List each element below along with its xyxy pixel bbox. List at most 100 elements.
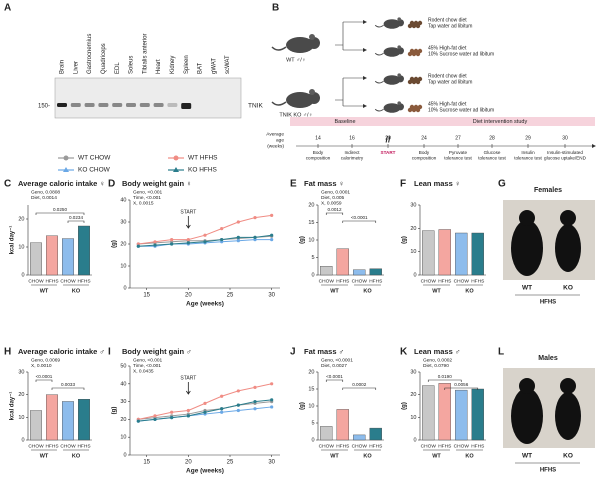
photo-label: KO [563, 453, 573, 460]
series-marker [220, 227, 224, 231]
mouse-photo-head [519, 378, 535, 394]
comparison-p: 0.0033 [61, 382, 75, 387]
mouse-body [383, 19, 401, 29]
x-tick-label: HFHS [438, 278, 451, 284]
y-tick-label: 20 [120, 241, 126, 247]
bar [62, 238, 74, 276]
food-pellet [417, 104, 423, 110]
diet-line: Tap water ad libitum [428, 79, 472, 85]
event-label: Body [313, 150, 324, 155]
comparison-bracket [342, 387, 377, 390]
stat-text: Geno, <0.001 [133, 189, 163, 195]
y-tick-label: 0 [21, 272, 24, 278]
y-tick-label: 5 [311, 420, 314, 426]
y-tick-label: 10 [18, 244, 24, 250]
x-tick-label: HFHS [369, 278, 382, 284]
x-tick-label: HFHS [471, 278, 484, 284]
series-marker [220, 240, 224, 244]
event-label: composition [412, 156, 437, 161]
y-tick-label: 0 [123, 285, 126, 291]
event-label: Body [419, 150, 430, 155]
phase-bar [290, 117, 595, 126]
series-marker [170, 240, 174, 244]
group-label: KO [465, 453, 474, 459]
bar [353, 434, 366, 441]
week-label: 14 [315, 135, 321, 141]
tissue-label: gWAT [211, 58, 217, 74]
mouse-tail [271, 46, 287, 51]
comparison-p: <0.0001 [36, 374, 53, 379]
diet-line: 10% Sucrose water ad libitum [428, 107, 494, 113]
blot-band [167, 103, 178, 107]
y-tick-label: 10 [410, 415, 416, 421]
legend-label: KO HFHS [188, 167, 218, 174]
series-marker [253, 235, 257, 239]
legend-marker [173, 167, 179, 172]
mouse-body [383, 75, 401, 85]
mouse-icon [374, 45, 404, 57]
group-label: WT [330, 288, 339, 294]
stat-text: X, 0.0059 [321, 200, 342, 206]
mouse-head [396, 19, 404, 27]
tissue-label: Quadriceps [101, 43, 107, 74]
week-label: 28 [489, 135, 495, 141]
group-label: KO [72, 453, 81, 459]
mouse-tail [374, 80, 384, 84]
x-tick-label: HFHS [77, 443, 90, 449]
series-marker [170, 416, 174, 420]
series-marker [186, 241, 190, 245]
blot-band [126, 103, 136, 107]
x-tick-label: CHOW [352, 278, 368, 284]
y-tick-label: 20 [308, 369, 314, 375]
mouse-photo-body [555, 224, 581, 272]
series-marker [270, 382, 274, 386]
series-marker [203, 410, 207, 414]
tissue-label: Gastrocnemius [87, 34, 93, 74]
x-tick-label: HFHS [77, 278, 90, 284]
y-axis-label: (g) [402, 236, 408, 244]
food-pellet [417, 20, 423, 26]
stat-text: Diet, 0.0027 [321, 363, 347, 369]
series-marker [220, 407, 224, 411]
genotype-label: TNIK KO ♂/♀ [279, 112, 312, 118]
series-marker [220, 238, 224, 242]
stat-text: Diet, 0.005 [321, 195, 345, 201]
comparison-p: 0.0234 [69, 215, 83, 220]
bar [336, 248, 349, 276]
photo-label: KO [563, 285, 573, 292]
y-tick-label: 30 [410, 202, 416, 208]
diet-line: Rodent chow diet [428, 17, 467, 23]
y-tick-label: 10 [120, 435, 126, 441]
y-tick-label: 30 [120, 219, 126, 225]
event-label: tolerance test [444, 156, 472, 161]
bar [438, 229, 451, 276]
bar [353, 269, 366, 276]
series-marker [203, 233, 207, 237]
event-label: glucose uptake/END [544, 156, 587, 161]
legend-marker [63, 155, 69, 161]
food-pellet [417, 76, 423, 82]
x-tick-label: HFHS [336, 278, 349, 284]
panel-letter: B [272, 3, 279, 14]
x-tick-label: 15 [143, 293, 150, 299]
tissue-label: Kidney [170, 56, 176, 74]
mouse-head [308, 37, 320, 49]
mouse-ear [309, 34, 315, 40]
x-tick-label: CHOW [454, 443, 470, 449]
y-axis-label: (g) [402, 402, 408, 410]
y-tick-label: 30 [410, 369, 416, 375]
bar [320, 426, 333, 441]
series-marker [153, 414, 157, 418]
mouse-tail [271, 101, 287, 106]
tissue-label: BAT [198, 62, 204, 74]
y-tick-label: 10 [308, 403, 314, 409]
x-tick-label: CHOW [421, 278, 437, 284]
comparison-bracket [342, 220, 377, 223]
y-axis-label: (g) [300, 402, 306, 410]
week-label: 16 [349, 135, 355, 141]
panel-letter: C [4, 179, 11, 190]
mouse-photo-head [519, 210, 535, 226]
series-marker [136, 242, 140, 246]
y-tick-label: 20 [18, 216, 24, 222]
